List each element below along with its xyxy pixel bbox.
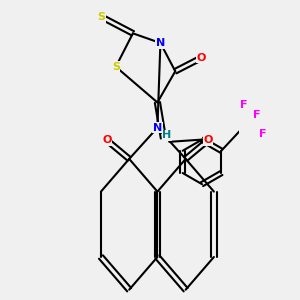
Text: N: N	[156, 38, 165, 48]
Text: N: N	[153, 123, 162, 133]
Text: O: O	[196, 53, 206, 63]
Text: S: S	[98, 12, 106, 22]
Text: O: O	[203, 135, 213, 145]
Text: S: S	[112, 62, 120, 72]
Text: F: F	[259, 129, 267, 140]
Text: O: O	[102, 135, 112, 145]
Text: H: H	[163, 130, 172, 140]
Text: F: F	[253, 110, 261, 120]
Text: F: F	[240, 100, 247, 110]
